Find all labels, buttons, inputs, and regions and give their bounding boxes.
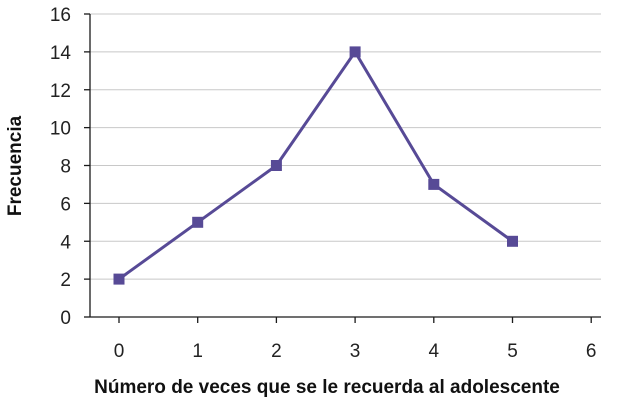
y-tick-label-8: 8	[60, 157, 71, 178]
data-point-0	[113, 273, 125, 285]
y-tick-label-16: 16	[50, 5, 71, 26]
x-tick-label-3: 3	[350, 341, 361, 362]
x-tick-label-5: 5	[507, 341, 518, 362]
x-tick-label-1: 1	[192, 341, 203, 362]
x-tick-label-4: 4	[429, 341, 440, 362]
y-tick-label-0: 0	[60, 308, 71, 329]
y-tick-label-14: 14	[50, 43, 72, 64]
data-point-4	[428, 178, 440, 190]
series-line-0	[118, 49, 514, 281]
x-tick-label-2: 2	[271, 341, 282, 362]
x-axis-ticks: 0 1 2 3 4 5 6	[114, 317, 597, 362]
y-tick-label-12: 12	[50, 81, 71, 102]
series-group	[113, 46, 518, 285]
x-tick-label-6: 6	[586, 341, 597, 362]
data-point-1	[192, 216, 204, 228]
gridlines	[90, 13, 601, 280]
y-axis-ticks: 0 2 4 6 8 10 12 14 16	[50, 5, 90, 329]
data-point-2	[270, 160, 282, 171]
x-axis-title: Número de veces que se le recuerda al ad…	[94, 377, 560, 398]
y-tick-label-6: 6	[60, 194, 71, 215]
y-tick-label-2: 2	[60, 270, 71, 291]
y-axis-title: Frecuencia	[5, 115, 26, 216]
data-point-5	[507, 235, 518, 247]
y-tick-label-4: 4	[60, 232, 71, 253]
x-tick-label-0: 0	[114, 341, 125, 362]
data-point-3	[349, 46, 361, 58]
y-tick-label-10: 10	[50, 119, 71, 140]
